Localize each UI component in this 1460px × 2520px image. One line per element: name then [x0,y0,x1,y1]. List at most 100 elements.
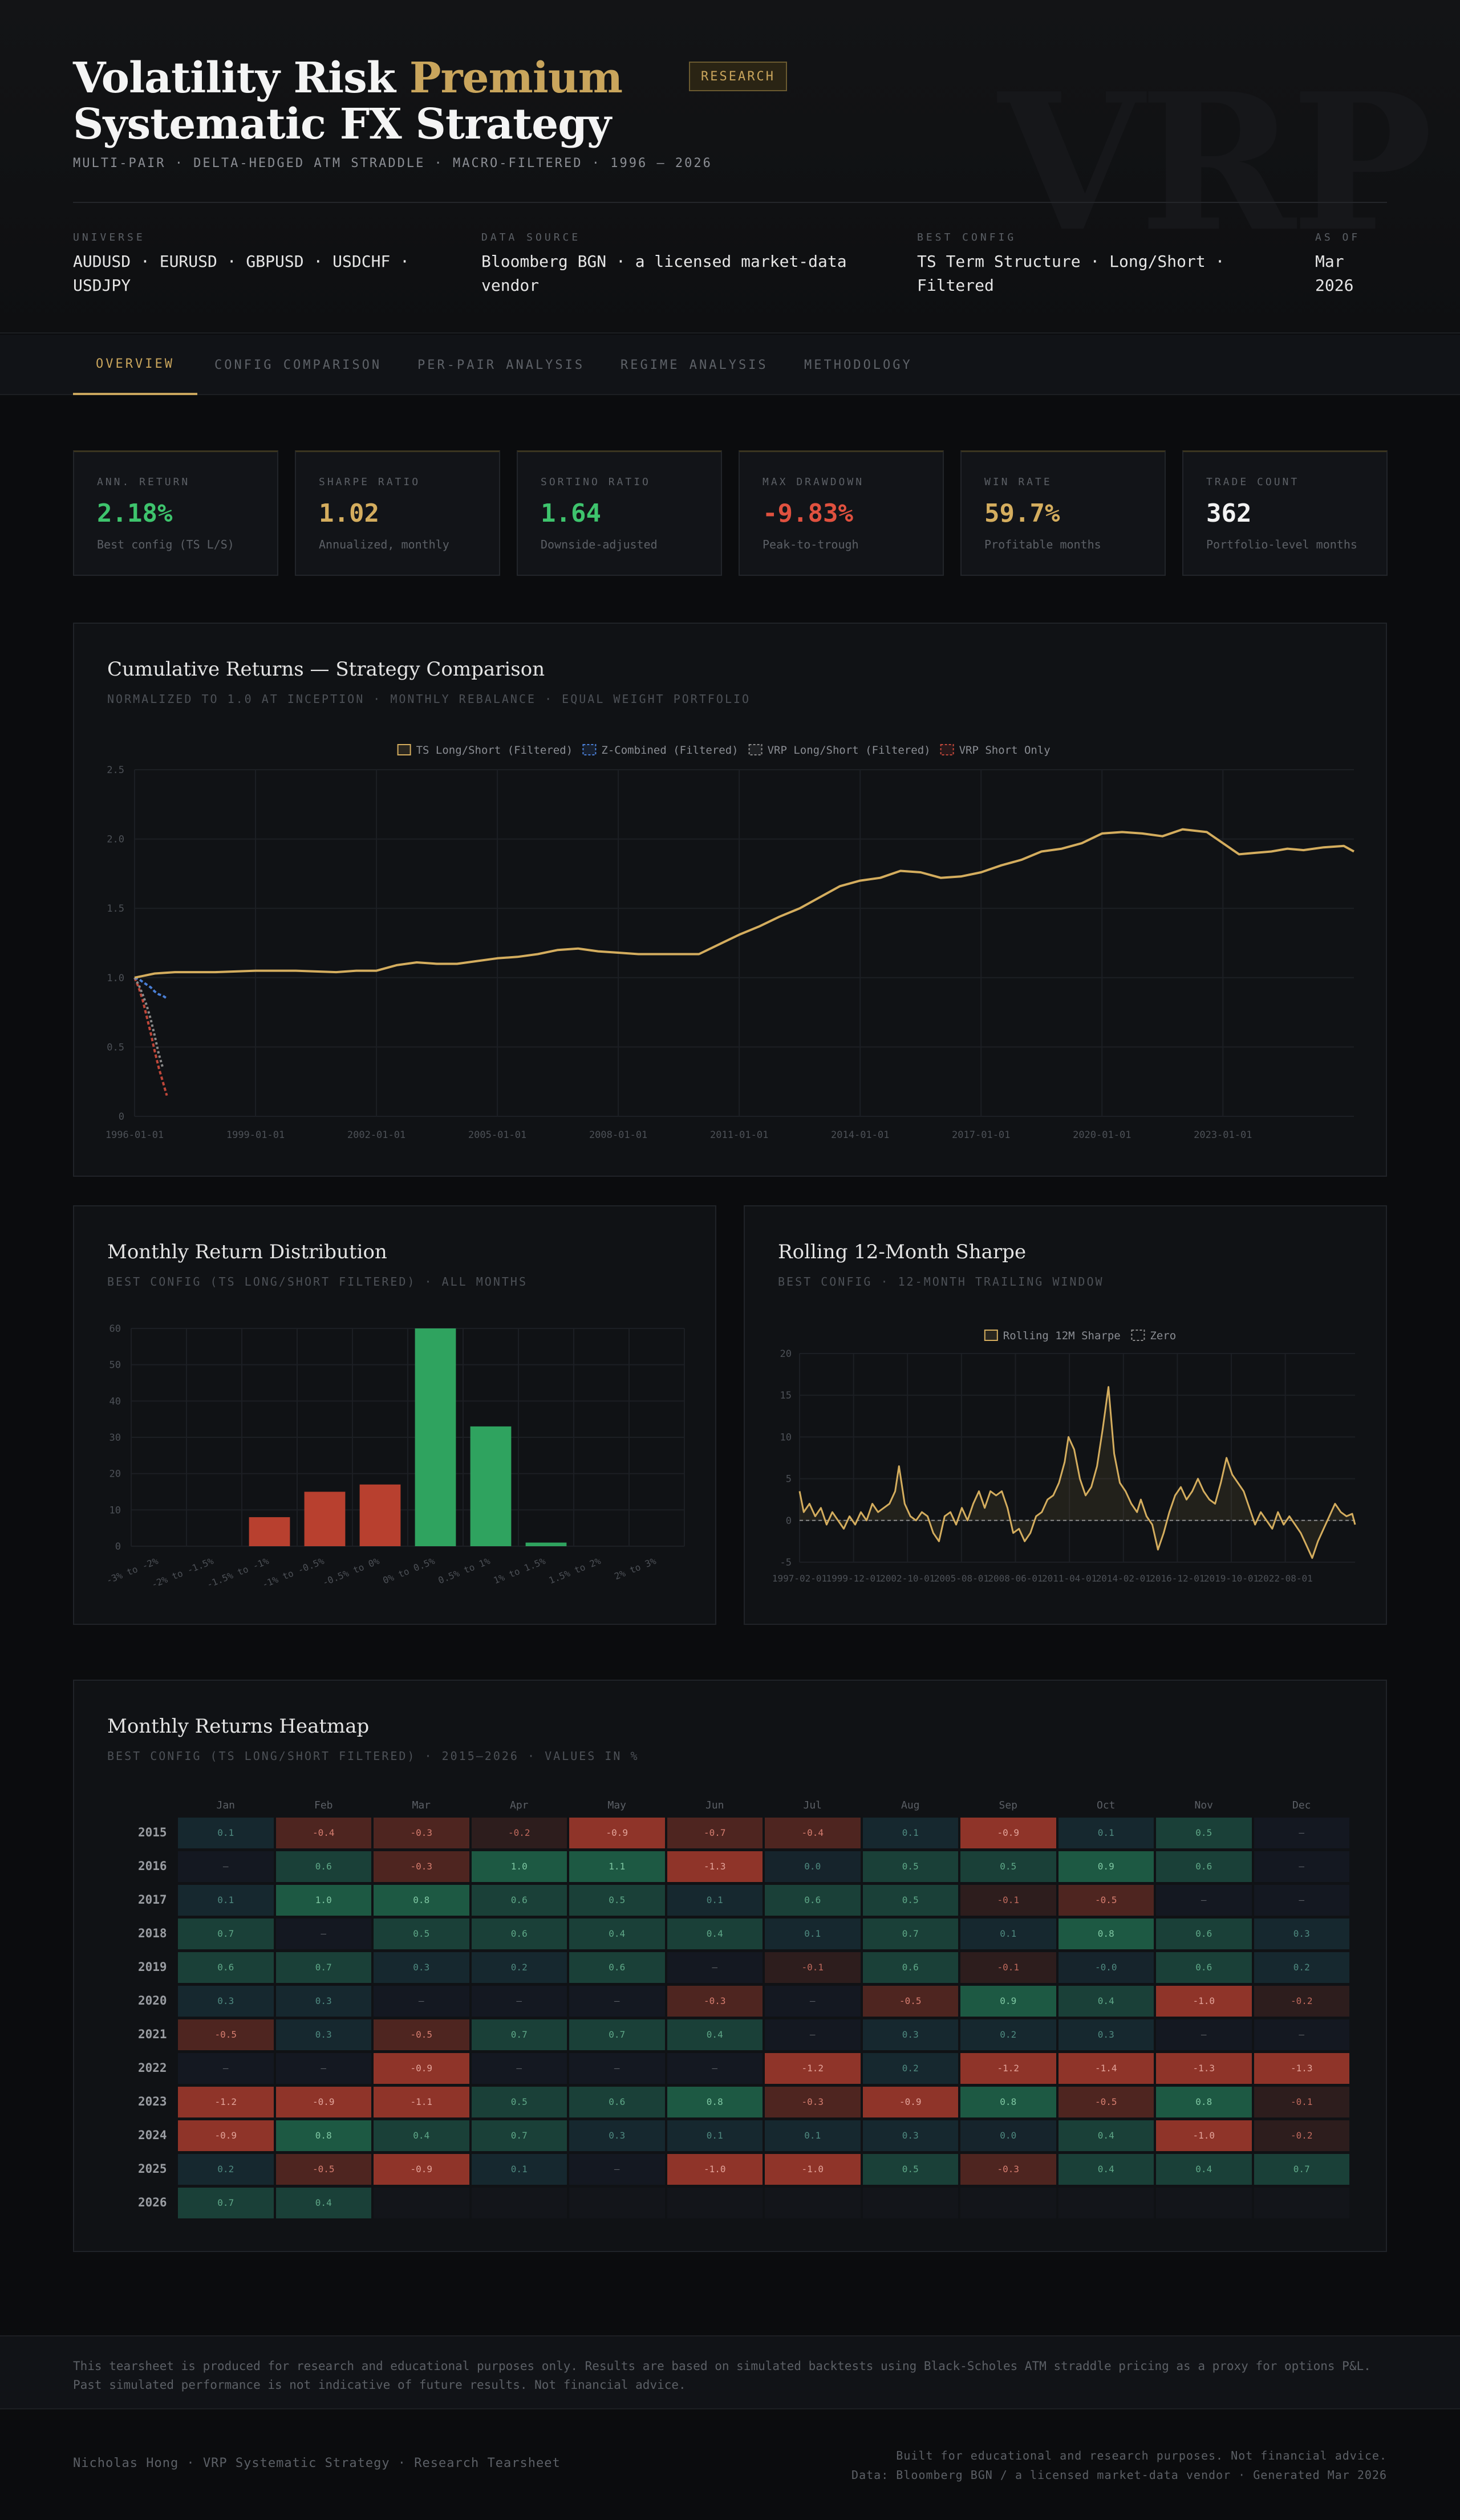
heatmap-cell: -0.3 [960,2154,1056,2185]
series-line [133,977,168,1096]
heatmap-cell: -0.7 [667,1818,763,1848]
heatmap-panel: Monthly Returns Heatmap BEST CONFIG (TS … [73,1680,1387,2252]
x-tick-label: 2023-01-01 [1194,1129,1252,1141]
kpi-value: 59.7% [984,499,1060,528]
x-tick-label: 1999-01-01 [226,1129,285,1141]
heatmap-cell: 0.3 [275,2019,371,2050]
kpi-sub: Profitable months [984,538,1101,551]
footer-note-1: Built for educational and research purpo… [896,2449,1387,2462]
heatmap-cell: -1.3 [667,1851,763,1882]
tab-per-pair-analysis[interactable]: PER-PAIR ANALYSIS [417,357,585,372]
heatmap-cell: — [1254,1885,1349,1916]
kpi-value: -9.83% [763,499,853,528]
tab-config-comparison[interactable]: CONFIG COMPARISON [214,357,382,372]
heatmap-cell: 0.4 [1156,2154,1252,2185]
heatmap-cell [960,2188,1056,2218]
meta-asof-value: Mar 2026 [1315,252,1354,295]
heatmap-month-header: Aug [901,1799,920,1811]
heatmap-cell: 0.6 [471,1885,567,1916]
heatmap-cell: -1.0 [765,2154,861,2185]
heatmap-cell: -0.5 [862,1986,958,2017]
cumulative-returns-chart: 2.5 2.0 1.5 1.0 0.5 0 1996-01-01 1999-01-01 2002… [106,744,1354,1141]
footer-notes: Built for educational and research purpo… [851,2446,1387,2485]
heatmap-cell: 0.3 [862,2120,958,2151]
heatmap-cell: 0.6 [178,1952,274,1983]
y-tick-label: 2.5 [107,765,124,776]
heatmap-cell: -1.2 [178,2087,274,2117]
kpi-label: MAX DRAWDOWN [763,476,865,488]
tab-regime-analysis[interactable]: REGIME ANALYSIS [620,357,768,372]
heatmap-cell: -1.0 [1156,2120,1252,2151]
heatmap-cell: 0.6 [765,1885,861,1916]
page-title-line1: Volatility Risk Premium [73,54,623,103]
x-tick-label: 2016-12-01 [1150,1573,1204,1584]
heatmap-cell: 0.1 [667,1885,763,1916]
heatmap-year-label: 2020 [138,1994,167,2007]
x-tick-label: 0% to 0.5% [382,1555,437,1586]
legend-swatch [1131,1330,1145,1341]
meta-bestconfig-label: BEST CONFIG [917,231,1017,243]
x-tick-label: 1996-01-01 [106,1129,164,1141]
bar [415,1328,456,1546]
x-tick-label: 2014-02-01 [1096,1573,1151,1584]
heatmap-year-label: 2022 [138,2061,167,2075]
distribution-panel: Monthly Return Distribution BEST CONFIG … [73,1205,716,1625]
bar [249,1517,290,1546]
y-tick-label: 0 [115,1541,121,1552]
heatmap-cell: 1.0 [275,1885,371,1916]
x-tick-label: 2008-06-01 [988,1573,1043,1584]
heatmap-cell: 0.4 [569,1919,665,1949]
bar [304,1491,346,1546]
heatmap-cell: — [275,1919,371,1949]
heatmap-cell: 0.1 [960,1919,1056,1949]
tab-methodology[interactable]: METHODOLOGY [804,357,912,372]
x-tick-label: 2% to 3% [613,1555,658,1582]
bar [470,1426,512,1546]
heatmap-cell: — [1156,1885,1252,1916]
kpi-value: 2.18% [97,499,173,528]
heatmap-cell: — [471,2053,567,2084]
heatmap-year-label: 2019 [138,1960,167,1974]
kpi-label: WIN RATE [984,476,1052,488]
y-tick-label: 1.0 [107,973,124,984]
bar [359,1484,401,1546]
tab-overview[interactable]: OVERVIEW [73,335,197,395]
heatmap-year-label: 2021 [138,2027,167,2041]
heatmap-cell: 0.7 [178,2188,274,2218]
heatmap-cell: 0.5 [862,1885,958,1916]
heatmap-cell: — [275,2053,371,2084]
heatmap-cell: 0.5 [862,1851,958,1882]
heatmap-cell: — [374,1986,469,2017]
heatmap-cell: — [1254,1818,1349,1848]
heatmap-cell: 0.1 [862,1818,958,1848]
heatmap-cell: 0.3 [178,1986,274,2017]
heatmap-cell: -0.5 [1058,1885,1154,1916]
heatmap-cell: 0.8 [374,1885,469,1916]
research-badge: RESEARCH [689,62,787,91]
heatmap-cell: 0.1 [667,2120,763,2151]
x-tick-label: -1.5% to -1% [205,1555,271,1590]
header-divider [73,202,1387,203]
heatmap-cell [569,2188,665,2218]
heatmap-cell: 0.5 [374,1919,469,1949]
heatmap-cell [471,2188,567,2218]
x-tick-label: 1.5% to 2% [548,1555,603,1586]
legend-label: VRP Short Only [959,744,1051,757]
heatmap-cell: 0.8 [1156,2087,1252,2117]
heatmap-cell: 0.6 [862,1952,958,1983]
heatmap-cell: 1.0 [471,1851,567,1882]
kpi-value: 1.02 [319,499,379,528]
heatmap-cell: 0.0 [765,1851,861,1882]
heatmap-cell: 0.4 [1058,1986,1154,2017]
legend-label: TS Long/Short (Filtered) [416,744,573,757]
heatmap-cell: -0.1 [765,1952,861,1983]
kpi-value: 1.64 [541,499,601,528]
heatmap-title: Monthly Returns Heatmap [107,1715,370,1738]
x-tick-label: 2014-01-01 [831,1129,889,1141]
heatmap-cell: — [667,1952,763,1983]
footer-credit: Nicholas Hong · VRP Systematic Strategy … [73,2456,561,2470]
kpi-card: TRADE COUNT 362 Portfolio-level months [1182,450,1388,576]
heatmap-cell: 0.2 [471,1952,567,1983]
watermark: VRP [998,52,1433,273]
heatmap-cell: 0.6 [1156,1919,1252,1949]
